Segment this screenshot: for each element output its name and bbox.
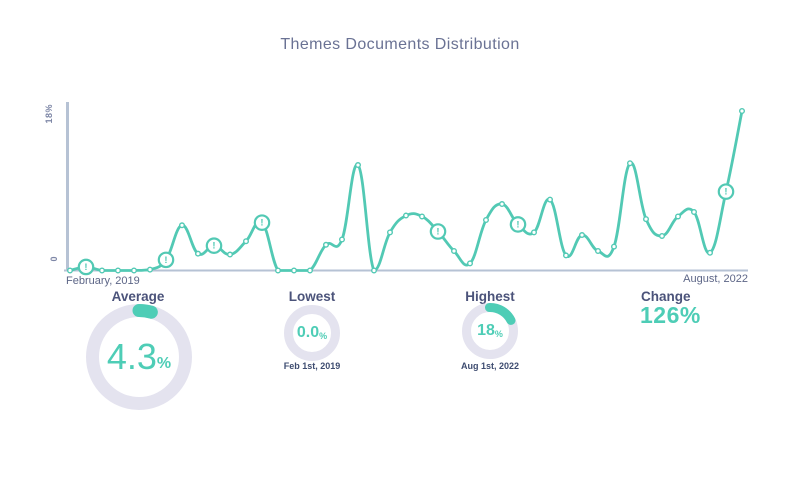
data-point-marker[interactable] xyxy=(130,267,137,274)
y-axis-min-tick: 0 xyxy=(49,256,59,262)
alert-marker-glyph: ! xyxy=(164,255,167,266)
alert-marker-glyph: ! xyxy=(436,227,439,238)
x-axis-start-label: February, 2019 xyxy=(66,275,140,287)
average-number: 4.3 xyxy=(106,336,157,377)
data-point-marker[interactable] xyxy=(339,236,346,243)
alert-marker-glyph: ! xyxy=(212,241,215,252)
donut-arc-average xyxy=(86,304,192,410)
data-point-marker[interactable] xyxy=(307,267,314,274)
alert-marker-glyph: ! xyxy=(724,187,727,198)
lowest-number: 0.0 xyxy=(296,324,320,341)
data-point-marker[interactable] xyxy=(643,216,650,223)
alert-marker[interactable] xyxy=(429,223,447,240)
data-point-marker[interactable] xyxy=(387,229,394,236)
highest-donut-chart xyxy=(462,303,518,359)
highest-number: 18 xyxy=(477,322,495,339)
data-point-marker[interactable] xyxy=(451,248,458,255)
alert-marker[interactable] xyxy=(717,183,735,200)
donut-arc-highest xyxy=(462,303,518,359)
highest-date: Aug 1st, 2022 xyxy=(460,361,520,371)
alert-marker[interactable] xyxy=(205,237,223,254)
data-point-marker[interactable] xyxy=(579,232,586,239)
lowest-value: 0.0% xyxy=(282,303,342,363)
data-point-marker[interactable] xyxy=(467,260,474,267)
average-donut-chart xyxy=(86,304,192,410)
average-value: 4.3% xyxy=(84,302,194,412)
highest-value: 18% xyxy=(460,301,520,361)
data-point-marker[interactable] xyxy=(114,267,121,274)
x-axis-end-label: August, 2022 xyxy=(683,273,748,285)
lowest-date: Feb 1st, 2019 xyxy=(283,361,341,371)
data-point-marker[interactable] xyxy=(275,267,282,274)
lowest-unit: % xyxy=(319,331,328,341)
data-point-marker[interactable] xyxy=(691,209,698,216)
alert-marker[interactable] xyxy=(509,216,527,233)
data-point-marker[interactable] xyxy=(355,162,362,169)
data-point-marker[interactable] xyxy=(483,216,490,223)
data-point-marker[interactable] xyxy=(499,201,506,208)
data-point-marker[interactable] xyxy=(659,232,666,239)
data-point-marker[interactable] xyxy=(595,248,602,255)
highest-unit: % xyxy=(494,329,503,339)
data-point-marker[interactable] xyxy=(66,267,73,274)
data-point-marker[interactable] xyxy=(563,252,570,259)
data-point-marker[interactable] xyxy=(627,160,634,167)
alert-marker[interactable] xyxy=(157,251,175,269)
alert-marker[interactable] xyxy=(253,214,271,231)
y-axis-max-tick: 18% xyxy=(44,104,54,124)
stat-label-average: Average xyxy=(111,289,165,304)
data-point-marker[interactable] xyxy=(419,213,426,220)
chart-title: Themes Documents Distribution xyxy=(280,36,520,53)
stat-label-lowest: Lowest xyxy=(288,289,336,304)
data-point-marker[interactable] xyxy=(323,241,330,248)
alert-marker-glyph: ! xyxy=(516,219,519,230)
line-series xyxy=(68,109,744,272)
data-point-marker[interactable] xyxy=(242,238,249,245)
data-point-marker[interactable] xyxy=(611,243,618,250)
data-point-marker[interactable] xyxy=(146,266,153,273)
data-point-marker[interactable] xyxy=(707,249,714,256)
data-point-marker[interactable] xyxy=(675,213,682,220)
data-point-marker[interactable] xyxy=(371,267,378,274)
alert-marker-glyph: ! xyxy=(84,262,87,273)
data-point-marker[interactable] xyxy=(226,251,233,258)
data-point-marker[interactable] xyxy=(531,229,538,236)
stat-label-change: Change xyxy=(641,289,691,304)
data-point-marker[interactable] xyxy=(194,250,201,257)
average-unit: % xyxy=(156,355,172,372)
stat-label-highest: Highest xyxy=(465,289,515,304)
data-point-marker[interactable] xyxy=(291,267,298,274)
lowest-donut-chart xyxy=(284,305,340,361)
data-point-marker[interactable] xyxy=(403,212,410,219)
data-point-marker[interactable] xyxy=(98,267,105,274)
donut-track xyxy=(284,305,340,361)
data-point-marker[interactable] xyxy=(547,196,554,203)
data-point-marker[interactable] xyxy=(178,222,185,229)
change-value: 126% xyxy=(640,302,701,328)
alert-marker-glyph: ! xyxy=(260,218,263,229)
alert-marker[interactable] xyxy=(77,258,95,276)
data-point-marker[interactable] xyxy=(739,107,746,114)
